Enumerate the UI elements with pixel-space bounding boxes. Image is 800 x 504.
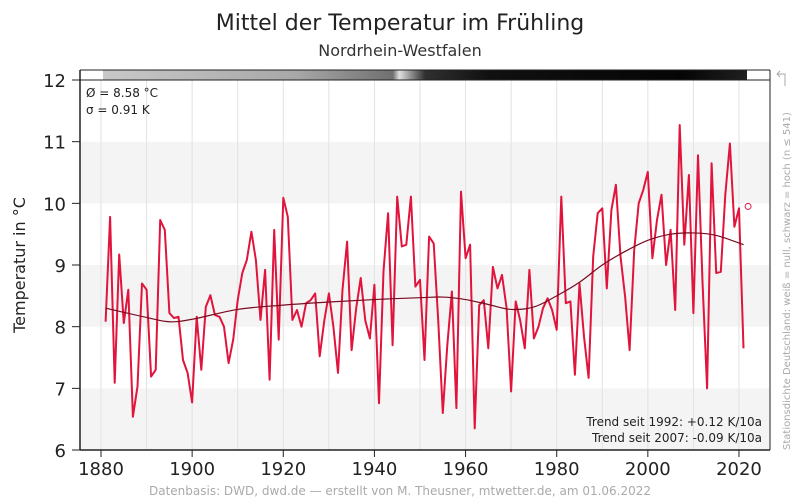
x-axis: 1880 1900 1920 1940 1960 1980 2000 2020 xyxy=(78,450,762,480)
band-10 xyxy=(80,141,770,204)
x-tick-label: 1880 xyxy=(78,459,124,480)
chart-subtitle: Nordrhein-Westfalen xyxy=(318,41,481,60)
y-tick-label: 8 xyxy=(55,318,66,339)
x-tick-label: 1980 xyxy=(534,459,580,480)
x-tick-label: 2020 xyxy=(716,459,762,480)
plot-frame xyxy=(72,69,771,451)
y-axis-label: Temperatur in °C xyxy=(10,197,29,334)
band-6 xyxy=(80,388,770,451)
x-tick-label: 1940 xyxy=(352,459,398,480)
y-tick-label: 7 xyxy=(55,379,66,400)
series-group xyxy=(104,124,752,430)
arrow-icon xyxy=(776,70,786,86)
trend-note-1992: Trend seit 1992: +0.12 K/10a xyxy=(585,415,762,429)
y-axis: 6 7 8 9 10 11 12 xyxy=(43,71,80,462)
station-density-bar xyxy=(103,70,747,80)
trend-note-2007: Trend seit 2007: -0.09 K/10a xyxy=(591,431,762,445)
y-tick-label: 12 xyxy=(43,71,66,92)
station-density-note: Stationsdichte Deutschland: weiß = null,… xyxy=(782,112,793,450)
smoothed-trend-line xyxy=(105,232,744,323)
sigma-stat: σ = 0.91 K xyxy=(86,103,151,117)
x-tick-label: 1900 xyxy=(169,459,215,480)
source-caption: Datenbasis: DWD, dwd.de — erstellt von M… xyxy=(149,484,651,498)
y-tick-label: 11 xyxy=(43,133,66,154)
chart-title: Mittel der Temperatur im Frühling xyxy=(216,11,584,36)
annual-temperature-line xyxy=(104,124,745,430)
band-8 xyxy=(80,265,770,327)
x-tick-label: 1960 xyxy=(443,459,489,480)
x-tick-label: 1920 xyxy=(260,459,306,480)
mean-stat: Ø = 8.58 °C xyxy=(86,86,158,100)
y-tick-label: 6 xyxy=(55,441,66,462)
x-tick-label: 2000 xyxy=(625,459,671,480)
current-year-marker xyxy=(744,202,752,210)
y-tick-label: 9 xyxy=(55,256,66,277)
y-tick-label: 10 xyxy=(43,194,66,215)
background-bands xyxy=(80,141,770,451)
